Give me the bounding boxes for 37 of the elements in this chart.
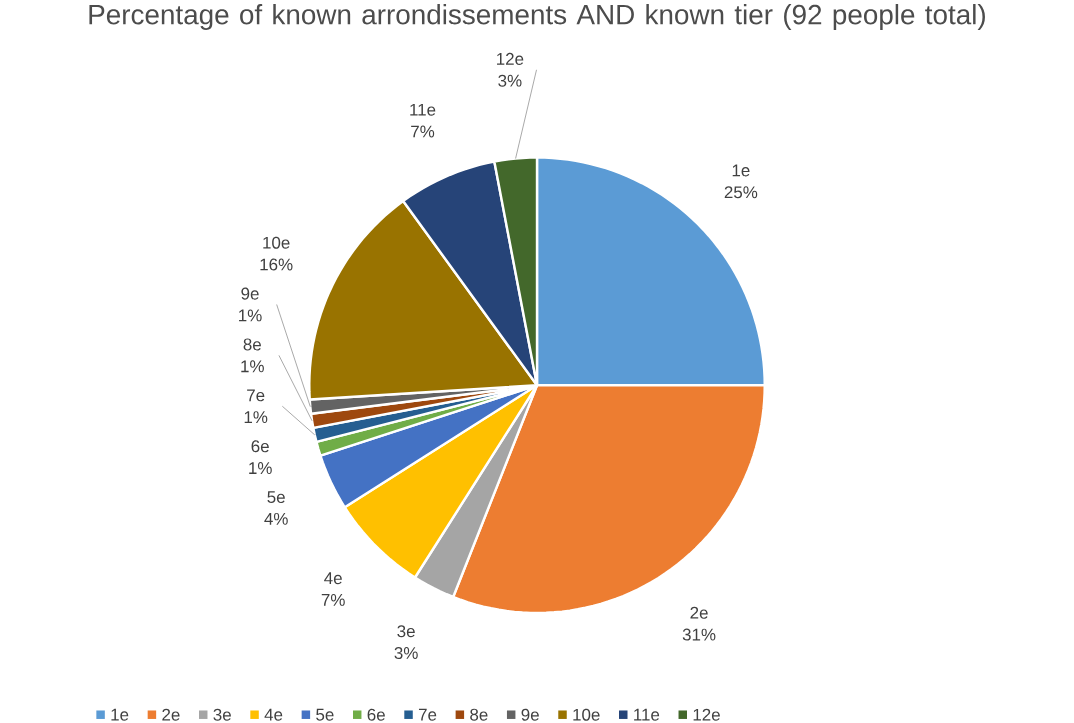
legend-label: 3e <box>213 708 231 721</box>
data-label: 16% <box>260 258 293 271</box>
data-label: 7% <box>321 593 345 606</box>
slice-label: 6e <box>251 440 269 453</box>
legend-label: 10e <box>573 708 600 721</box>
data-label: 31% <box>682 628 716 641</box>
legend-label: 7e <box>418 708 437 721</box>
data-label: 3% <box>394 646 418 659</box>
slice-label: 10e <box>263 236 290 249</box>
data-label: 1% <box>241 360 264 373</box>
legend-label: 5e <box>316 708 334 721</box>
slice-label: 3e <box>397 625 415 638</box>
slice-label: 1e <box>732 164 750 177</box>
data-label: 1% <box>249 462 272 474</box>
slice-label: 8e <box>243 338 261 351</box>
legend-label: 11e <box>634 708 660 721</box>
legend-label: 12e <box>693 708 720 721</box>
slice-label: 7e <box>247 389 265 402</box>
data-label: 1% <box>239 309 262 322</box>
legend-label: 8e <box>470 708 488 721</box>
legend-label: 1e <box>111 708 129 721</box>
legend-label: 2e <box>162 708 180 721</box>
chart-title: Percentage of known arrondissements AND known tier (92 people total) <box>89 3 985 30</box>
legend-label: 6e <box>367 708 385 721</box>
slice-label: 12e <box>497 52 524 65</box>
data-label: 25% <box>724 186 758 199</box>
slice-label: 11e <box>410 103 436 116</box>
slice-label: 4e <box>324 572 342 585</box>
data-label: 7% <box>411 125 435 138</box>
legend-label: 9e <box>521 708 539 721</box>
slice-label: 9e <box>241 287 259 300</box>
legend-label: 4e <box>264 708 283 721</box>
slice-label: 2e <box>690 606 708 619</box>
data-label: 3% <box>498 74 522 87</box>
data-label: 4% <box>264 512 288 525</box>
slice-label: 5e <box>267 491 285 503</box>
data-label: 1% <box>244 411 268 423</box>
